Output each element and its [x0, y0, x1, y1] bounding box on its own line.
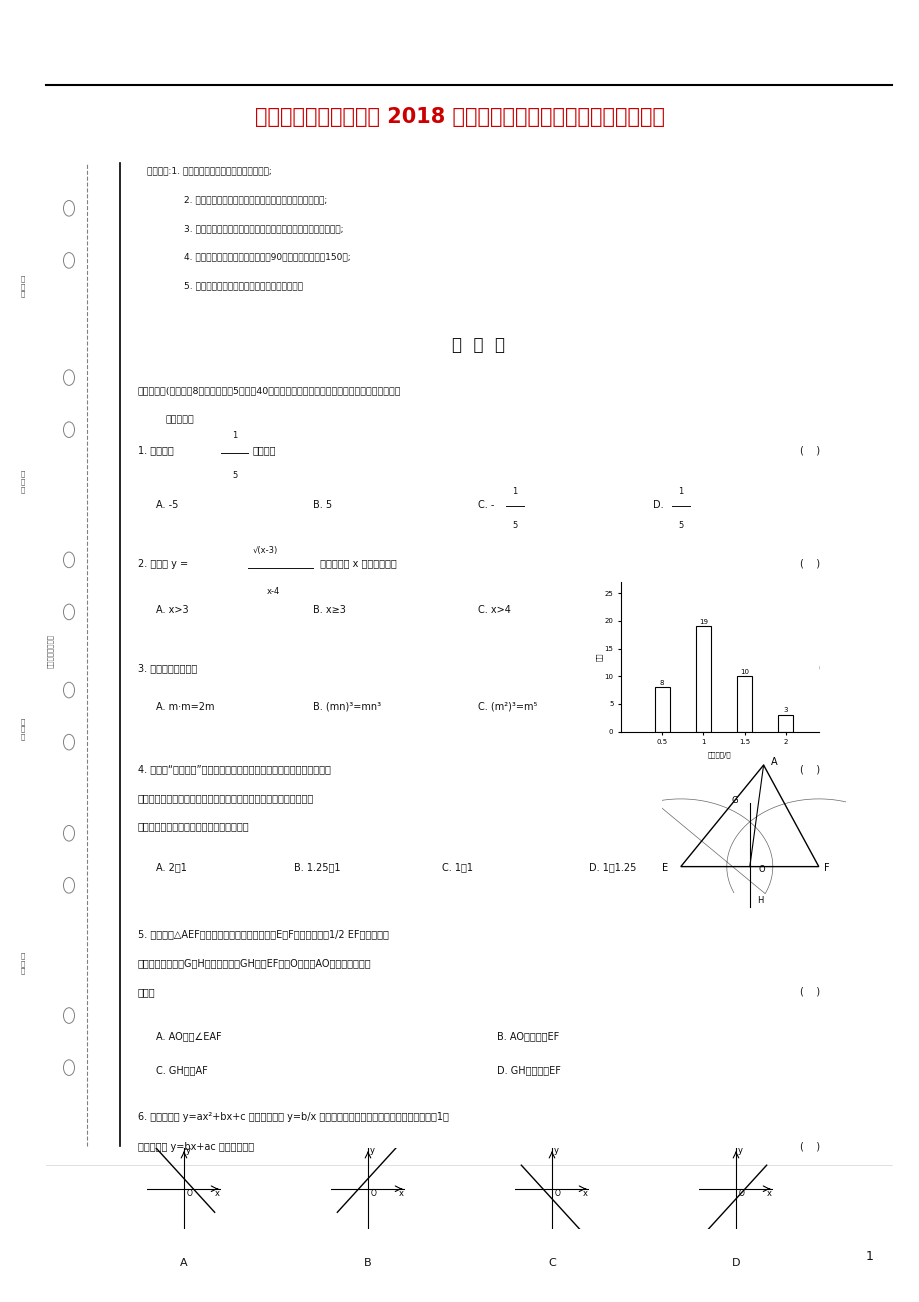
- Text: 5: 5: [232, 471, 237, 480]
- Text: y: y: [186, 1146, 191, 1155]
- Text: 8: 8: [659, 680, 664, 686]
- Text: C. (m²)³=m⁵: C. (m²)³=m⁵: [478, 702, 538, 712]
- Text: 确的是: 确的是: [138, 987, 155, 997]
- Text: B. (mn)³=mn³: B. (mn)³=mn³: [312, 702, 380, 712]
- Text: 5. 考试结束后，请将试题卷和答题卡一并交回。: 5. 考试结束后，请将试题卷和答题卡一并交回。: [184, 281, 302, 290]
- Text: O: O: [370, 1189, 376, 1198]
- Text: O: O: [187, 1189, 192, 1198]
- Text: 2. 在函数 y =: 2. 在函数 y =: [138, 559, 187, 569]
- Text: 3. 下列运算正确的是: 3. 下列运算正确的是: [138, 663, 197, 673]
- Text: A. 2和1: A. 2和1: [156, 862, 187, 872]
- Text: 3: 3: [783, 707, 788, 713]
- Text: x-4: x-4: [267, 587, 279, 596]
- Text: O: O: [738, 1189, 743, 1198]
- Text: 19: 19: [698, 618, 707, 625]
- Text: y: y: [369, 1146, 375, 1155]
- Text: A. AO平分∠EAF: A. AO平分∠EAF: [156, 1031, 221, 1042]
- Text: 则一次函数 y=bx+ac 的图象可能是: 则一次函数 y=bx+ac 的图象可能是: [138, 1142, 254, 1152]
- Text: 5: 5: [677, 521, 683, 530]
- Text: A. m·m=2m: A. m·m=2m: [156, 702, 215, 712]
- Text: 5: 5: [512, 521, 517, 530]
- Text: C. GH平分AF: C. GH平分AF: [156, 1065, 208, 1075]
- Text: 1: 1: [232, 431, 237, 440]
- Text: D.: D.: [652, 500, 664, 510]
- Text: 学
校
：: 学 校 ：: [21, 953, 25, 974]
- Text: 1. 有理数－: 1. 有理数－: [138, 445, 174, 456]
- Text: x: x: [399, 1189, 403, 1198]
- Text: B. 1.25和1: B. 1.25和1: [294, 862, 341, 872]
- Text: D. GH垂直平分EF: D. GH垂直平分EF: [496, 1065, 560, 1075]
- Text: y: y: [553, 1146, 559, 1155]
- Text: B: B: [364, 1258, 371, 1268]
- Text: (    ): ( ): [800, 1142, 820, 1152]
- Text: G: G: [731, 796, 737, 805]
- Text: (    ): ( ): [800, 445, 820, 456]
- Text: (    ): ( ): [800, 987, 820, 997]
- Text: (    ): ( ): [800, 663, 820, 673]
- Text: 4. 为响应“书香校园”建设的号召，在全校形成良好的阅读氛围，随机调: 4. 为响应“书香校园”建设的号召，在全校形成良好的阅读氛围，随机调: [138, 764, 331, 775]
- Text: √(x-3): √(x-3): [253, 546, 278, 555]
- Text: 4. 本学科为闭卷考试，考试时量为90分钟，卷面满分为150分;: 4. 本学科为闭卷考试，考试时量为90分钟，卷面满分为150分;: [184, 253, 350, 262]
- Text: 姓
名
：: 姓 名 ：: [21, 471, 25, 492]
- Text: (    ): ( ): [800, 559, 820, 569]
- Text: 装订线外不要答题: 装订线外不要答题: [47, 634, 54, 668]
- Text: B. x≥3: B. x≥3: [312, 605, 346, 616]
- Text: C. -: C. -: [478, 500, 494, 510]
- Text: D. 1和1.25: D. 1和1.25: [588, 862, 635, 872]
- Text: H: H: [756, 896, 763, 905]
- Text: 学
号
：: 学 号 ：: [21, 276, 25, 297]
- Text: 中阅读时间这组数据的众数和中位数分别是: 中阅读时间这组数据的众数和中位数分别是: [138, 822, 249, 832]
- Text: B. 5: B. 5: [312, 500, 332, 510]
- Bar: [654, 687, 669, 732]
- Text: F: F: [823, 863, 829, 872]
- Text: 目要求的）: 目要求的）: [165, 415, 194, 424]
- Text: x: x: [215, 1189, 220, 1198]
- Text: 中，自变量 x 的取值范围是: 中，自变量 x 的取值范围是: [317, 559, 397, 569]
- Text: A: A: [770, 756, 777, 767]
- Bar: [696, 626, 710, 732]
- Text: 一、选择题(本大题共8小题，每小题5分，共40分。在每小题给出的四个选项中，只有一项是符合题: 一、选择题(本大题共8小题，每小题5分，共40分。在每小题给出的四个选项中，只有…: [138, 387, 401, 396]
- Text: A. -5: A. -5: [156, 500, 178, 510]
- Text: 1: 1: [677, 487, 683, 496]
- Text: 班
级
：: 班 级 ：: [21, 719, 25, 740]
- Text: 10: 10: [739, 669, 748, 674]
- X-axis label: 阅读时间/时: 阅读时间/时: [708, 751, 731, 758]
- Text: 作弧，两弧相交于G、H两点，作直线GH，交EF于点O，连接AO，则下列结论正: 作弧，两弧相交于G、H两点，作直线GH，交EF于点O，连接AO，则下列结论正: [138, 958, 371, 969]
- Text: D. x≥3 且 x≠4: D. x≥3 且 x≠4: [652, 605, 719, 616]
- Text: O: O: [758, 865, 765, 874]
- Text: x: x: [766, 1189, 771, 1198]
- Text: y: y: [737, 1146, 743, 1155]
- Text: 考生注意:1. 本学科试卷分试题卷和答题卡两部分;: 考生注意:1. 本学科试卷分试题卷和答题卡两部分;: [147, 167, 272, 176]
- Text: 5. 如图，在△AEF中，尺规作图如下：分别以点E、F为圆心，大于1/2 EF的长为半径: 5. 如图，在△AEF中，尺规作图如下：分别以点E、F为圆心，大于1/2 EF的…: [138, 930, 389, 940]
- Text: x: x: [583, 1189, 587, 1198]
- Text: A: A: [180, 1258, 187, 1268]
- Bar: [736, 676, 751, 732]
- Text: 1: 1: [512, 487, 517, 496]
- Text: 1: 1: [865, 1250, 873, 1263]
- Text: D: D: [731, 1258, 740, 1268]
- Text: 试  题  卷: 试 题 卷: [451, 336, 505, 354]
- Text: 查了部分学生平均每天的阅读时间，统计结果如图所示，则本次调查: 查了部分学生平均每天的阅读时间，统计结果如图所示，则本次调查: [138, 793, 314, 803]
- Text: 的倒数为: 的倒数为: [253, 445, 277, 456]
- Text: C: C: [548, 1258, 555, 1268]
- Text: O: O: [554, 1189, 560, 1198]
- Text: B. AO垂直平分EF: B. AO垂直平分EF: [496, 1031, 559, 1042]
- Text: D. m⁴÷m²=m³: D. m⁴÷m²=m³: [652, 702, 722, 712]
- Text: E: E: [662, 863, 668, 872]
- Bar: [777, 715, 792, 732]
- Text: (    ): ( ): [800, 764, 820, 775]
- Text: 湖南省益阳市大通湖区 2018 年初中数学学业水平考试检测试题十一: 湖南省益阳市大通湖区 2018 年初中数学学业水平考试检测试题十一: [255, 107, 664, 128]
- Text: 3. 请检答题卡上的注意事项在答题卡上作答，若在试题卷上无效;: 3. 请检答题卡上的注意事项在答题卡上作答，若在试题卷上无效;: [184, 224, 343, 233]
- Text: A. x>3: A. x>3: [156, 605, 188, 616]
- Text: C. x>4: C. x>4: [478, 605, 511, 616]
- Y-axis label: 人数: 人数: [596, 652, 602, 661]
- Text: 2. 请将姓名、准考证号等相关信息按要求填涂在答题卡上;: 2. 请将姓名、准考证号等相关信息按要求填涂在答题卡上;: [184, 195, 327, 204]
- Text: C. 1和1: C. 1和1: [441, 862, 472, 872]
- Text: 6. 已知抛物线 y=ax²+bx+c 与反比例函数 y=b/x 的图象在第一象限有一个公共点，其横坐标为1，: 6. 已知抛物线 y=ax²+bx+c 与反比例函数 y=b/x 的图象在第一象…: [138, 1112, 448, 1122]
